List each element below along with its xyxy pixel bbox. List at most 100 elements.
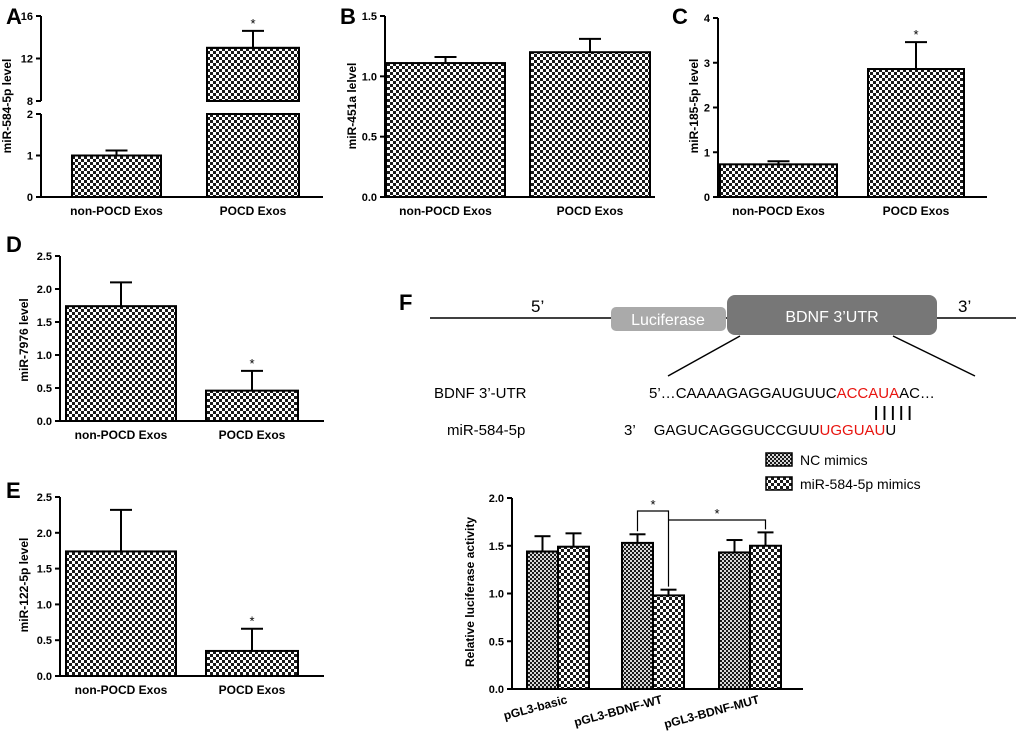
bar (385, 62, 506, 199)
bar (529, 51, 651, 199)
mir-seed: UGGUAU (820, 422, 886, 439)
bar (718, 551, 751, 690)
bdnf-utr-black: CAAAAGAGGAUGUUC (676, 385, 837, 402)
luciferase-label: Luciferase (631, 312, 705, 329)
category-label: non-POCD Exos (70, 204, 163, 218)
panel-f-chart: 0.0 0.5 1.0 1.5 2.0 Relative luciferase activ… (463, 452, 921, 731)
y-tick-label: 2.5 (37, 492, 52, 504)
y-axis-label: miR-122-5p level (17, 538, 31, 633)
y-tick-label: 0.0 (362, 192, 377, 204)
axis-break-gap (205, 102, 301, 113)
mir-tail: U (885, 422, 896, 439)
y-axis-label: miR-584-5p level (0, 59, 14, 154)
category-label: pGL3-BDNF-MUT (663, 692, 762, 731)
y-tick-label: 1.5 (362, 11, 377, 23)
panel-b-chart: 0.0 0.5 1.0 1.5 miR-451a lelvel non-POCD Exos… (345, 11, 655, 218)
mir-black: GAGUCAGGGUCCGUU (654, 422, 820, 439)
y-tick-label: 12 (21, 54, 33, 66)
bar (206, 46, 300, 102)
bar (65, 305, 177, 422)
panel-letter-c: C (672, 4, 688, 29)
bar (65, 550, 177, 678)
y-tick-label: 1.5 (489, 541, 504, 553)
bdnf-utr-label: BDNF 3’UTR (785, 309, 878, 326)
y-tick-label: 1.5 (37, 317, 52, 329)
bar (206, 113, 300, 198)
panel-c-chart: 0 1 2 3 4 miR-185-5p level non-POCD Exos POCD E… (687, 13, 987, 218)
y-tick-label: 1 (27, 151, 33, 163)
bar-outline-upper (206, 46, 300, 101)
y-tick-label: 2.0 (489, 493, 504, 505)
panel-letter-d: D (6, 232, 22, 257)
bar (621, 541, 654, 691)
bar (526, 550, 559, 690)
significance-star: * (250, 16, 255, 31)
significance-bracket (636, 510, 670, 587)
bdnf-utr-row-label: BDNF 3’-UTR (434, 385, 527, 402)
y-tick-label: 1.5 (37, 564, 52, 576)
category-label: POCD Exos (219, 428, 286, 442)
y-tick-label: 2.0 (37, 284, 52, 296)
bar-outline-lower (206, 114, 300, 198)
bar (652, 594, 685, 690)
category-label: non-POCD Exos (75, 683, 168, 697)
bar (867, 68, 965, 198)
y-tick-label: 1.0 (37, 599, 52, 611)
y-tick-label: 0.0 (37, 416, 52, 428)
y-tick-label: 8 (27, 96, 33, 108)
y-tick-label: 0.5 (37, 383, 52, 395)
bar (557, 545, 590, 691)
y-tick-label: 2 (27, 109, 33, 121)
significance-bracket (668, 519, 767, 530)
five-prime-label: 5’ (531, 297, 544, 316)
y-tick-label: 0.5 (37, 635, 52, 647)
panel-d-chart: 0.0 0.5 1.0 1.5 2.0 2.5 miR-7976 level non-POCD… (17, 251, 324, 442)
mir-sequence: 3’ GAGUCAGGGUCCGUUUGGUAUU (624, 422, 896, 439)
bdnf-utr-box (727, 295, 937, 335)
category-label: non-POCD Exos (399, 204, 492, 218)
category-label: non-POCD Exos (75, 428, 168, 442)
category-label: POCD Exos (883, 204, 950, 218)
y-tick-label: 2.0 (37, 528, 52, 540)
legend-swatch (765, 452, 793, 467)
construct-diagram: 5’ 3’ Luciferase BDNF 3’UTR BDNF 3’-UTR … (430, 295, 1016, 439)
bdnf-utr-seed: ACCAUA (837, 385, 900, 402)
category-label: POCD Exos (219, 683, 286, 697)
mir-prefix: 3’ (624, 422, 636, 439)
bar (749, 544, 782, 690)
y-tick-label: 1.0 (362, 71, 377, 83)
zoom-line-right (892, 335, 976, 377)
y-tick-label: 0.5 (489, 636, 504, 648)
bdnf-utr-sequence: 5’…CAAAAGAGGAUGUUCACCAUAAC… (649, 385, 935, 402)
three-prime-label: 3’ (958, 297, 971, 316)
bar (205, 389, 299, 423)
y-axis-label: Relative luciferase activity (463, 517, 477, 667)
panel-letter-a: A (6, 4, 22, 29)
y-tick-label: 1.0 (37, 350, 52, 362)
legend-label: miR-584-5p mimics (800, 476, 921, 492)
luciferase-box (611, 307, 726, 331)
significance-star: * (650, 497, 655, 512)
panel-e-chart: 0.0 0.5 1.0 1.5 2.0 2.5 miR-122-5p level non-PO… (17, 492, 324, 697)
y-tick-label: 0.0 (37, 671, 52, 683)
category-label: non-POCD Exos (732, 204, 825, 218)
bdnf-utr-prefix: 5’… (649, 385, 676, 402)
bdnf-utr-tail: AC… (899, 385, 935, 402)
y-axis-label: miR-185-5p level (687, 59, 701, 154)
panel-letter-e: E (6, 478, 21, 503)
significance-star: * (913, 27, 918, 42)
y-tick-label: 0 (27, 192, 33, 204)
y-tick-label: 2.5 (37, 251, 52, 263)
category-label: POCD Exos (557, 204, 624, 218)
y-axis-label: miR-7976 level (17, 298, 31, 381)
significance-star: * (714, 506, 719, 521)
legend-swatch (765, 476, 793, 491)
category-label: pGL3-BDNF-WT (573, 692, 665, 729)
y-tick-label: 0.5 (362, 132, 377, 144)
category-label: pGL3-basic (502, 692, 569, 723)
significance-star: * (249, 614, 254, 629)
mir-row-label: miR-584-5p (447, 422, 525, 439)
y-tick-label: 0 (704, 192, 710, 204)
panel-letter-b: B (340, 4, 356, 29)
